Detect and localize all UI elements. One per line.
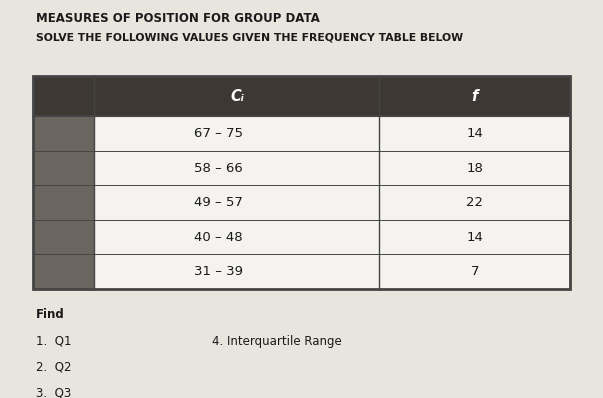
Bar [33, 76, 570, 289]
Bar [33, 76, 95, 117]
Text: 31 – 39: 31 – 39 [194, 265, 243, 278]
Text: 14: 14 [467, 127, 484, 140]
Text: 22: 22 [466, 196, 484, 209]
Bar [33, 76, 570, 289]
Text: 67 – 75: 67 – 75 [194, 127, 243, 140]
Text: 49 – 57: 49 – 57 [194, 196, 243, 209]
Text: Cᵢ: Cᵢ [230, 88, 244, 103]
Text: MEASURES OF POSITION FOR GROUP DATA: MEASURES OF POSITION FOR GROUP DATA [36, 12, 320, 25]
Text: 1.  Q1: 1. Q1 [36, 335, 71, 348]
Text: 40 – 48: 40 – 48 [194, 230, 243, 244]
Text: 58 – 66: 58 – 66 [194, 162, 243, 175]
Text: 18: 18 [467, 162, 484, 175]
Text: 14: 14 [467, 230, 484, 244]
Bar [33, 76, 95, 289]
Text: 4. Interquartile Range: 4. Interquartile Range [212, 335, 342, 348]
Text: f: f [472, 88, 478, 103]
Bar [33, 76, 570, 117]
Text: 7: 7 [471, 265, 479, 278]
Text: 2.  Q2: 2. Q2 [36, 361, 71, 373]
Text: 3.  Q3: 3. Q3 [36, 386, 71, 398]
Text: Find: Find [36, 308, 65, 321]
Text: SOLVE THE FOLLOWING VALUES GIVEN THE FREQUENCY TABLE BELOW: SOLVE THE FOLLOWING VALUES GIVEN THE FRE… [36, 33, 463, 43]
